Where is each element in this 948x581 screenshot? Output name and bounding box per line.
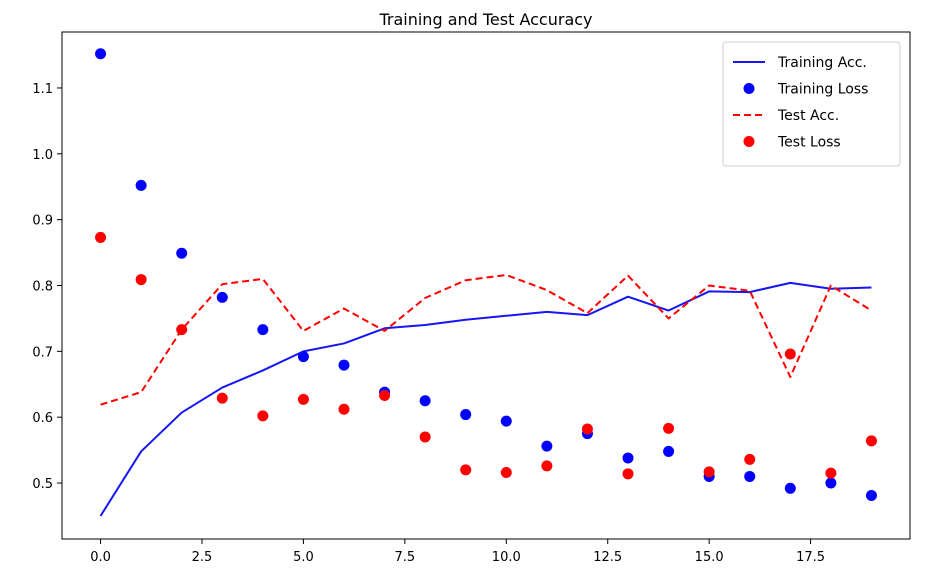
legend-box [722, 41, 901, 167]
data-point-training-loss [744, 470, 756, 482]
data-point-test-loss [135, 274, 147, 286]
data-point-training-loss [135, 179, 147, 191]
data-point-test-loss [176, 324, 188, 336]
data-point-test-loss [784, 348, 796, 360]
x-tick-label: 0.0 [90, 550, 111, 565]
data-point-training-loss [500, 415, 512, 427]
data-point-training-loss [297, 351, 309, 363]
data-point-training-loss [216, 291, 228, 303]
data-point-test-loss [257, 410, 269, 422]
y-tick-label: 0.7 [32, 345, 53, 360]
y-tick-label: 0.6 [32, 411, 53, 426]
data-point-test-loss [825, 467, 837, 479]
data-point-test-loss [460, 464, 472, 476]
data-point-test-loss [297, 393, 309, 405]
y-axis: 0.5 0.6 0.7 0.8 0.9 1.0 1.1 [32, 82, 62, 492]
x-tick-label: 7.5 [395, 550, 416, 565]
y-tick-label: 0.8 [32, 280, 53, 295]
data-point-test-loss [581, 423, 593, 435]
legend-label-test-acc: Test Acc. [777, 108, 839, 124]
legend-label-training-loss: Training Loss [777, 82, 868, 98]
data-point-test-loss [865, 435, 877, 447]
data-point-test-loss [95, 231, 107, 243]
y-tick-label: 0.9 [32, 214, 53, 229]
series-line-test-acc [100, 273, 872, 406]
legend-label-test-loss: Test Loss [777, 135, 841, 151]
data-point-training-loss [622, 452, 634, 464]
y-tick-label: 1.0 [32, 148, 53, 163]
legend-swatch-test-loss [743, 136, 755, 147]
data-point-test-loss [663, 422, 675, 434]
data-point-test-loss [379, 389, 391, 401]
data-point-test-loss [622, 468, 634, 480]
x-tick-label: 10.0 [492, 550, 521, 565]
data-point-training-loss [419, 395, 431, 407]
x-tick-label: 15.0 [695, 550, 724, 565]
data-point-test-loss [744, 453, 756, 465]
data-point-training-loss [784, 482, 796, 494]
data-point-test-loss [338, 403, 350, 415]
plot-area [95, 48, 877, 517]
legend-swatch-training-loss [743, 83, 755, 94]
series-line-training-acc [99, 281, 872, 517]
x-tick-label: 17.5 [796, 550, 825, 565]
data-point-training-loss [663, 445, 675, 457]
data-point-training-loss [176, 247, 188, 259]
x-tick-label: 12.5 [593, 550, 622, 565]
data-point-test-loss [216, 392, 228, 404]
data-point-training-loss [257, 324, 269, 336]
data-point-test-loss [541, 460, 553, 472]
data-point-training-loss [95, 48, 107, 60]
legend-label-training-acc: Training Acc. [777, 55, 867, 71]
data-point-test-loss [419, 431, 431, 443]
x-tick-label: 5.0 [293, 550, 314, 565]
data-point-test-loss [500, 466, 512, 478]
x-axis: 0.0 2.5 5.0 7.5 10.0 12.5 15.0 17.5 [90, 539, 825, 565]
y-tick-label: 1.1 [32, 82, 53, 97]
data-point-test-loss [703, 466, 715, 478]
chart-title: Training and Test Accuracy [378, 10, 592, 29]
y-tick-label: 0.5 [32, 477, 53, 492]
x-tick-label: 2.5 [192, 550, 213, 565]
data-point-training-loss [338, 359, 350, 371]
legend: Training Acc. Training Loss Test Acc. Test … [722, 41, 901, 167]
data-point-training-loss [825, 477, 837, 489]
data-point-training-loss [865, 490, 877, 502]
data-point-training-loss [460, 409, 472, 421]
data-point-training-loss [541, 440, 553, 452]
